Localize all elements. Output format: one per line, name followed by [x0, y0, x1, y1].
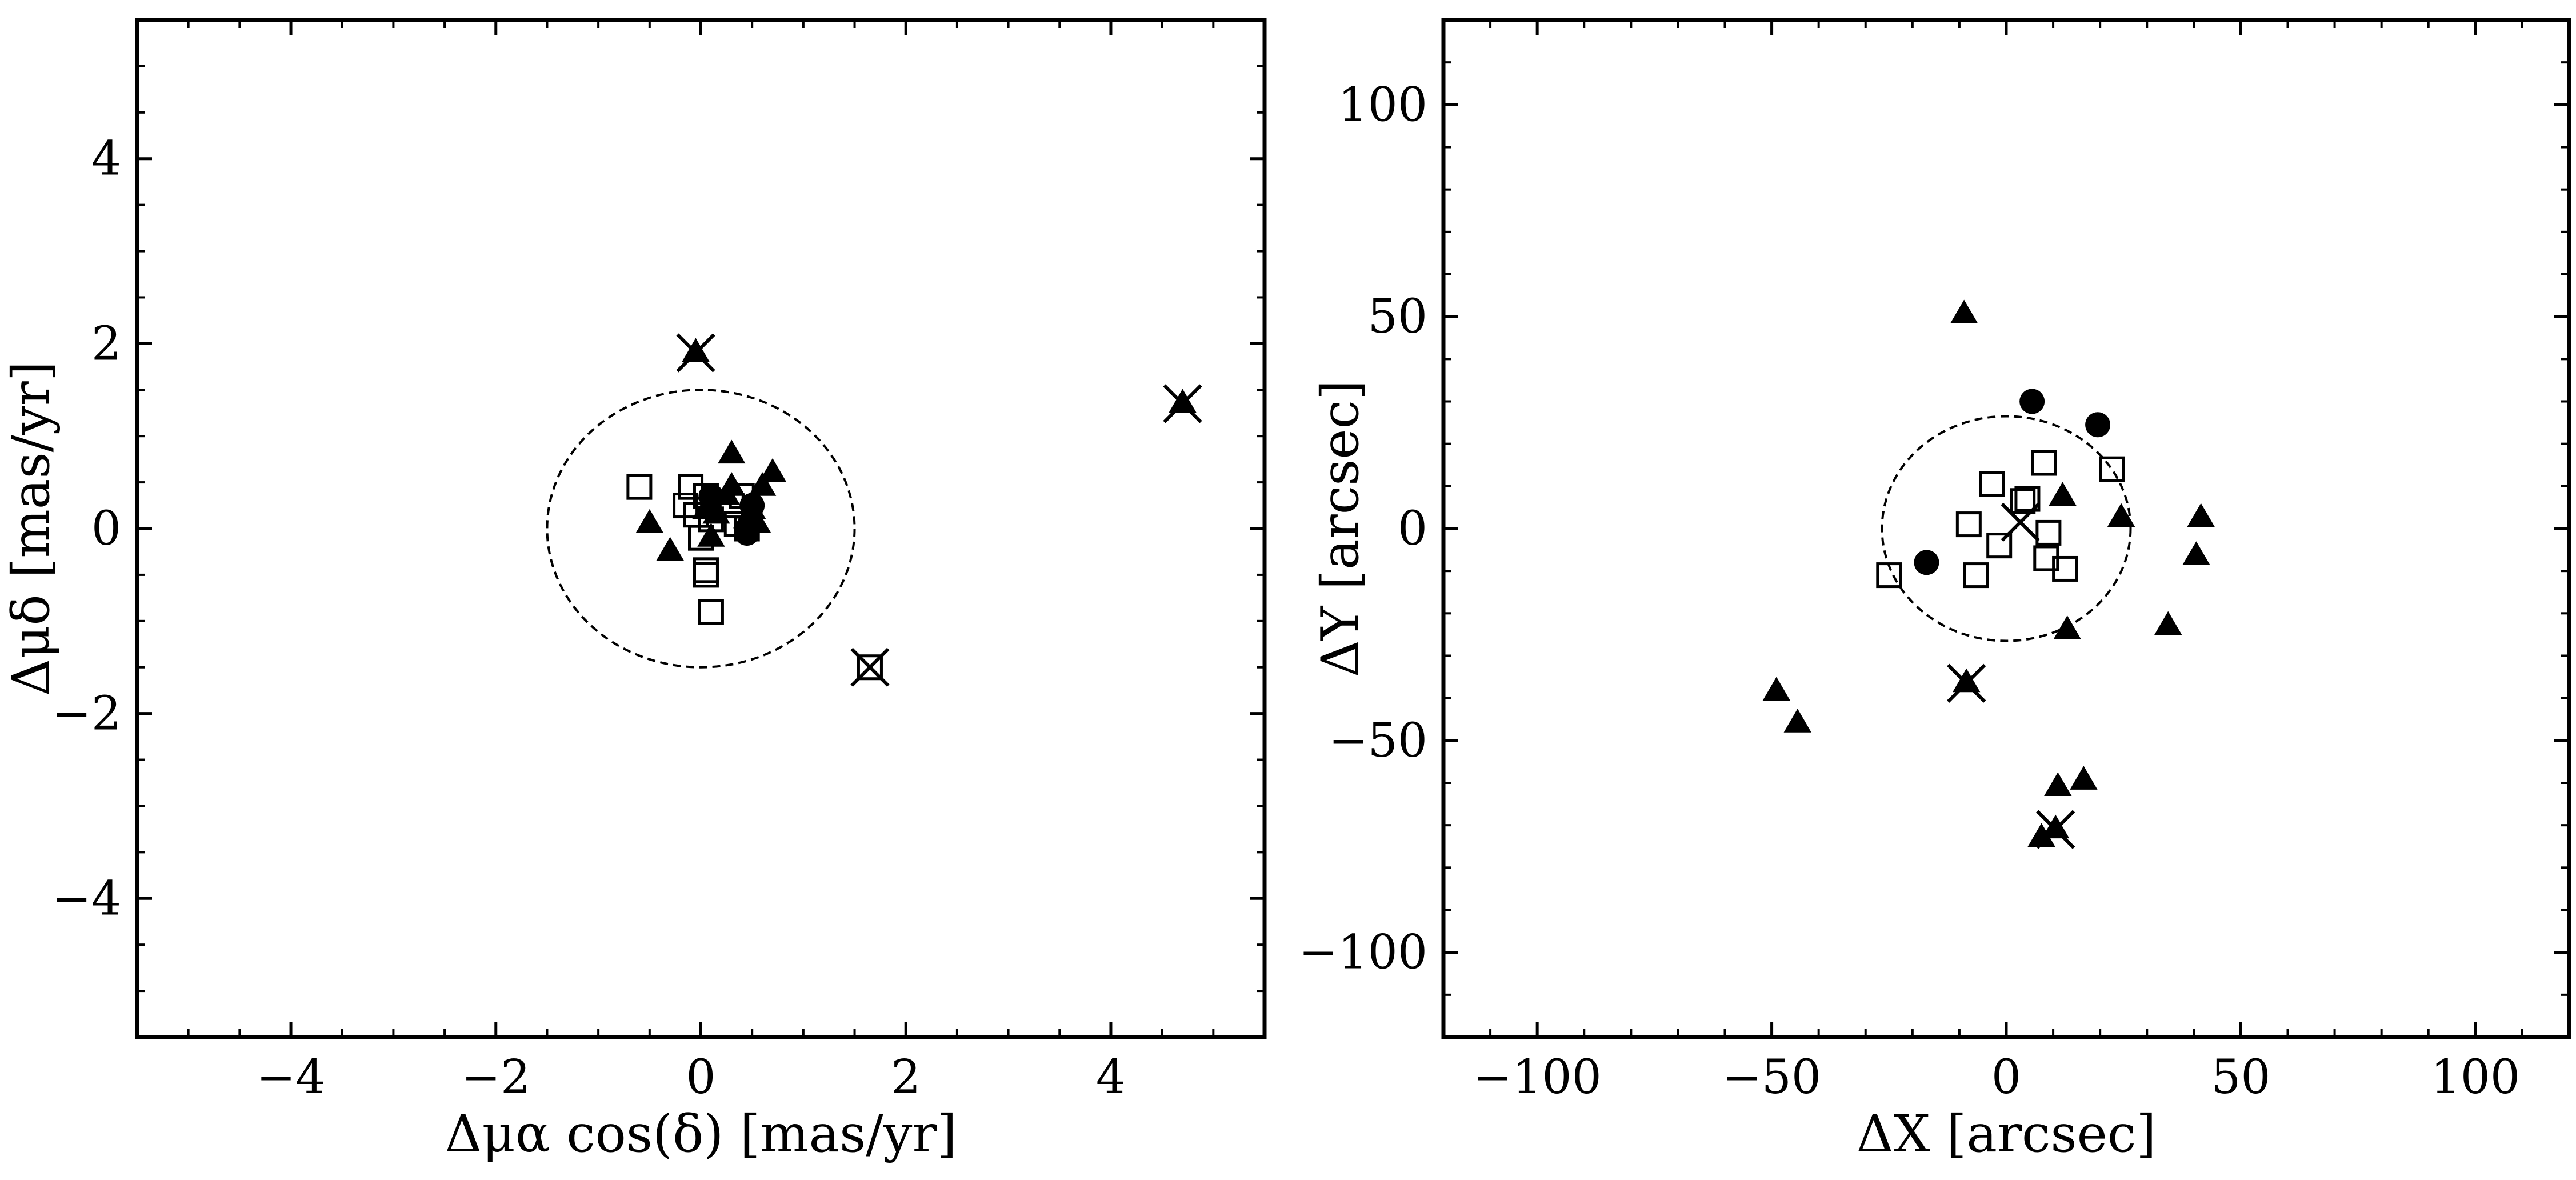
right-filled-triangle-point: [1783, 709, 1811, 733]
right-y-tick-label: −100: [1299, 926, 1427, 980]
right-plot-frame: [1441, 18, 2571, 1039]
right-x-tick-label: −100: [1473, 1050, 1602, 1105]
left-y-tick-label: −4: [52, 871, 121, 926]
right-scatter-panel: −100 −50 0 50 100 −100 −50 0 50 100 ΔX [arcsec] Δ…: [1299, 18, 2571, 1164]
right-filled-circle-point: [1914, 550, 1939, 575]
right-x-tick-label: 100: [2431, 1050, 2521, 1105]
left-open-square-point: [693, 562, 719, 588]
right-open-square-point: [2010, 488, 2036, 514]
right-open-square-point: [2052, 555, 2078, 582]
left-filled-triangle-point: [697, 523, 725, 547]
right-cross-marker: [1947, 663, 1986, 703]
right-x-axis-label: ΔX [arcsec]: [1857, 1104, 2157, 1164]
right-y-axis-label: ΔY [arcsec]: [1310, 380, 1370, 677]
right-open-square-point: [2035, 519, 2062, 546]
right-filled-triangle-point: [2042, 814, 2070, 839]
right-x-tick-label: 50: [2211, 1050, 2270, 1105]
left-open-square-point: [698, 599, 724, 625]
right-filled-triangle-point: [1950, 299, 1978, 324]
right-filled-triangle-point: [2107, 503, 2135, 527]
left-filled-triangle-point: [758, 458, 787, 482]
right-y-tick-label: 100: [1338, 78, 1427, 132]
left-y-tick-label: −2: [52, 687, 121, 741]
right-open-square-point: [1876, 562, 1902, 589]
left-filled-triangle-point: [702, 499, 730, 524]
left-open-square-point: [678, 474, 704, 500]
left-data-marks: [546, 333, 1202, 687]
right-open-square-point: [1986, 533, 2013, 559]
left-filled-triangle-point: [656, 537, 684, 561]
right-y-tick-label: 50: [1368, 290, 1427, 344]
right-data-marks: [1762, 299, 2215, 849]
left-x-tick-label: 0: [686, 1050, 715, 1105]
right-filled-triangle-point: [1762, 677, 1790, 701]
left-y-axis-label: Δμδ [mas/yr]: [1, 361, 61, 696]
right-filled-triangle-point: [2070, 766, 2098, 790]
right-x-tick-label: −50: [1722, 1050, 1821, 1105]
right-cross-marker: [2036, 810, 2075, 849]
right-open-square-point: [1963, 562, 1989, 589]
left-filled-triangle-point: [748, 472, 777, 496]
left-filled-triangle-point: [682, 338, 710, 362]
right-filled-triangle-point: [2049, 482, 2077, 506]
right-open-square-point: [1979, 471, 2005, 497]
right-cross-marker: [2001, 502, 2040, 542]
left-filled-triangle-point: [718, 472, 746, 496]
left-cross-marker: [676, 333, 715, 373]
right-filled-circle-point: [2019, 389, 2045, 414]
right-filled-triangle-point: [2044, 772, 2072, 797]
right-y-tick-label: 0: [1398, 502, 1427, 556]
right-open-square-point: [2031, 450, 2057, 476]
right-open-square-point: [2014, 486, 2041, 512]
right-filled-triangle-point: [2182, 541, 2210, 565]
left-x-tick-label: −2: [461, 1050, 530, 1105]
right-filled-circle-point: [2085, 412, 2111, 438]
left-cross-marker: [850, 647, 890, 687]
left-y-tick-label: 2: [91, 317, 121, 371]
left-y-tick-label: 4: [91, 132, 121, 186]
right-dashed-selection-circle: [1881, 415, 2132, 642]
right-filled-triangle-point: [1953, 668, 1981, 693]
left-x-tick-label: 4: [1096, 1050, 1126, 1105]
left-dashed-selection-circle: [546, 389, 856, 669]
left-plot-frame: [135, 18, 1267, 1039]
left-x-tick-label: −4: [257, 1050, 326, 1105]
right-open-square-point: [1955, 511, 1982, 538]
left-filled-triangle-point: [733, 504, 761, 529]
right-filled-triangle-point: [2027, 823, 2055, 847]
left-scatter-panel: −4 −2 0 2 4 −4 −2 0 2 4 Δμα cos(δ) [mas/yr] Δμδ […: [1, 18, 1267, 1164]
right-filled-triangle-point: [2053, 615, 2081, 639]
right-y-tick-label: −50: [1329, 714, 1427, 768]
left-filled-triangle-point: [1169, 389, 1197, 413]
right-filled-triangle-point: [2187, 503, 2215, 527]
left-filled-triangle-point: [718, 439, 746, 464]
right-x-tick-label: 0: [1991, 1050, 2021, 1105]
right-filled-triangle-point: [2154, 611, 2182, 635]
left-y-tick-label: 0: [91, 502, 121, 556]
left-filled-triangle-point: [635, 509, 663, 533]
right-open-square-point: [2099, 456, 2125, 482]
left-x-tick-label: 2: [891, 1050, 921, 1105]
left-boxed-cross-square: [857, 654, 883, 681]
left-x-axis-label: Δμα cos(δ) [mas/yr]: [445, 1104, 957, 1164]
left-cross-marker: [1163, 384, 1202, 423]
left-open-square-point: [626, 474, 653, 500]
